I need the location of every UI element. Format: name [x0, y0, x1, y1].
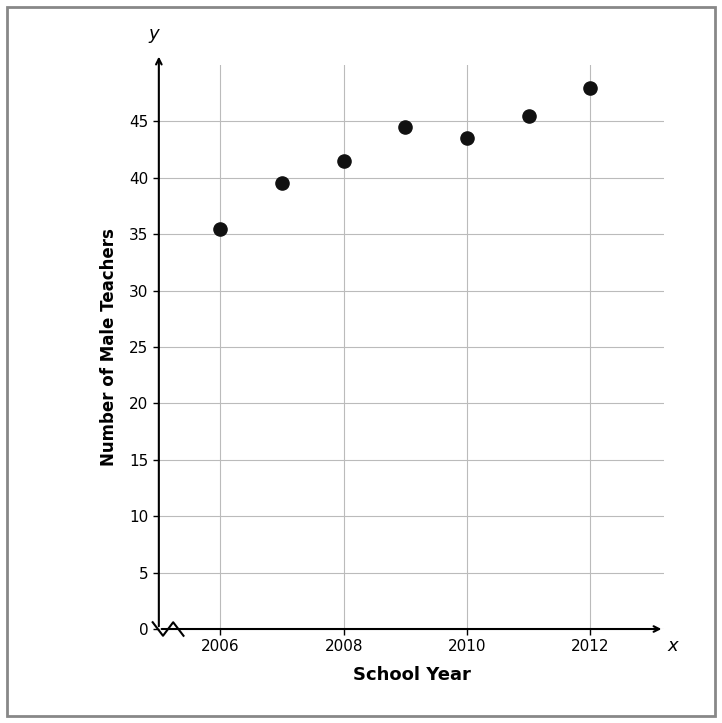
- Text: x: x: [667, 637, 678, 655]
- Point: [214, 223, 226, 234]
- Point: [461, 132, 473, 144]
- Point: [338, 155, 349, 167]
- Point: [585, 82, 596, 93]
- Text: y: y: [148, 25, 159, 43]
- Point: [523, 110, 534, 121]
- Point: [277, 178, 288, 189]
- Y-axis label: Number of Male Teachers: Number of Male Teachers: [100, 228, 118, 466]
- Point: [399, 121, 411, 133]
- X-axis label: School Year: School Year: [352, 666, 471, 683]
